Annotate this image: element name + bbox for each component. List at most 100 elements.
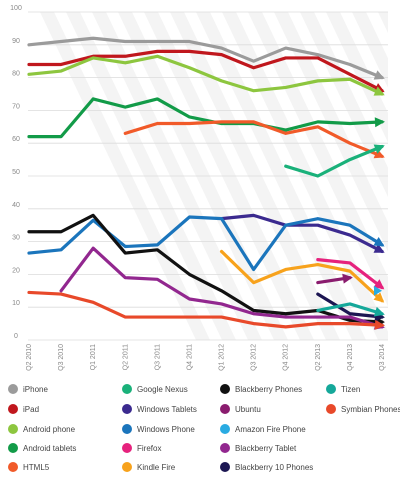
x-tick-label: Q4 2013 xyxy=(347,344,354,371)
x-tick-label: Q3 2014 xyxy=(379,344,386,371)
legend-label: Windows Phone xyxy=(137,425,195,434)
series-line xyxy=(316,302,384,316)
legend-item: Windows Phone xyxy=(122,424,195,434)
legend-swatch xyxy=(8,462,18,472)
legend-swatch xyxy=(326,404,336,414)
series-line xyxy=(123,120,384,158)
series-line xyxy=(27,213,384,324)
series-line xyxy=(27,36,384,80)
x-tick-label: Q2 2013 xyxy=(315,344,322,371)
shade-stripe xyxy=(300,12,400,223)
legend-item: Ubuntu xyxy=(220,404,261,414)
legend-swatch xyxy=(8,384,18,394)
legend-label: Android phone xyxy=(23,425,76,434)
legend-swatch xyxy=(326,384,336,394)
legend-item: Symbian Phones xyxy=(326,404,400,414)
x-tick-label: Q2 2010 xyxy=(26,344,33,371)
legend-label: Blackberry 10 Phones xyxy=(235,463,313,472)
series-line xyxy=(27,290,384,329)
legend-item: Blackberry Phones xyxy=(220,384,302,394)
legend-swatch xyxy=(8,443,18,453)
y-tick-label: 20 xyxy=(12,267,20,274)
series-line xyxy=(284,144,384,178)
y-tick-label: 60 xyxy=(12,136,20,143)
legend-label: Windows Tablets xyxy=(137,405,197,414)
legend-item: Android tablets xyxy=(8,443,76,453)
legend-item: Android phone xyxy=(8,424,76,434)
series-line xyxy=(219,213,384,254)
x-tick-label: Q3 2011 xyxy=(154,344,161,370)
series-arrowhead xyxy=(342,273,353,284)
legend-label: Blackberry Phones xyxy=(235,385,302,394)
legend-label: HTML5 xyxy=(23,463,50,472)
series-line xyxy=(27,97,384,139)
legend-item: Firefox xyxy=(122,443,161,453)
series-arrowhead xyxy=(373,70,385,80)
y-tick-label: 90 xyxy=(12,38,20,45)
legend-label: Firefox xyxy=(137,444,161,453)
series-arrowhead xyxy=(374,285,382,296)
legend-label: iPad xyxy=(23,405,39,414)
legend-swatch xyxy=(220,424,230,434)
x-tick-label: Q4 2012 xyxy=(283,344,290,371)
legend-swatch xyxy=(8,404,18,414)
legend-item: Blackberry Tablet xyxy=(220,443,297,453)
legend-swatch xyxy=(220,404,230,414)
legend-item: iPad xyxy=(8,404,39,414)
y-tick-label: 10 xyxy=(12,300,20,307)
series-arrowhead xyxy=(373,144,385,154)
series-arrowhead xyxy=(373,236,385,247)
series-line xyxy=(59,246,384,329)
legend-item: Kindle Fire xyxy=(122,462,176,472)
series-line xyxy=(316,292,384,319)
shade-mask xyxy=(388,0,400,350)
legend-item: Amazon Fire Phone xyxy=(220,424,306,434)
y-tick-label: 50 xyxy=(12,169,20,176)
legend-swatch xyxy=(122,424,132,434)
y-tick-label: 100 xyxy=(10,5,22,12)
shade-stripe xyxy=(326,12,400,168)
series-arrowhead xyxy=(373,306,385,317)
y-tick-label: 0 xyxy=(14,333,18,340)
y-tick-label: 80 xyxy=(12,71,20,78)
series-line xyxy=(27,54,384,96)
x-tick-label: Q1 2011 xyxy=(90,344,97,370)
x-tick-label: Q2 2011 xyxy=(122,344,129,370)
x-tick-label: Q1 2012 xyxy=(219,344,226,371)
legend-swatch xyxy=(220,384,230,394)
legend-item: Tizen xyxy=(326,384,360,394)
legend-item: iPhone xyxy=(8,384,48,394)
legend-swatch xyxy=(220,443,230,453)
shade-stripe xyxy=(274,12,400,277)
series-line xyxy=(27,49,384,93)
grid-lines xyxy=(28,11,388,341)
legend-swatch xyxy=(220,462,230,472)
series-arrowhead xyxy=(373,292,385,303)
x-tick-label: Q3 2010 xyxy=(58,344,65,371)
series-line xyxy=(316,258,384,290)
series-line xyxy=(219,249,384,303)
legend-label: Ubuntu xyxy=(235,405,261,414)
legend-label: Blackberry Tablet xyxy=(235,444,297,453)
legend-swatch xyxy=(122,443,132,453)
series-arrowhead xyxy=(374,319,385,330)
series-arrowhead xyxy=(373,279,385,290)
legend-label: Google Nexus xyxy=(137,385,188,394)
legend: iPhone iPad Android phone Android tablets HT… xyxy=(8,384,400,472)
y-tick-label: 40 xyxy=(12,202,20,209)
series-arrowhead xyxy=(373,149,385,159)
y-tick-label: 30 xyxy=(12,235,20,242)
legend-swatch xyxy=(122,462,132,472)
legend-swatch xyxy=(122,404,132,414)
legend-item: Google Nexus xyxy=(122,384,188,394)
legend-label: Symbian Phones xyxy=(341,405,400,414)
legend-label: Amazon Fire Phone xyxy=(235,425,306,434)
y-tick-label: 70 xyxy=(12,103,20,110)
x-tick-label: Q3 2012 xyxy=(251,344,258,371)
legend-swatch xyxy=(8,424,18,434)
legend-label: Android tablets xyxy=(23,444,76,453)
legend-swatch xyxy=(122,384,132,394)
series-arrowhead xyxy=(374,117,385,128)
legend-label: Kindle Fire xyxy=(137,463,176,472)
